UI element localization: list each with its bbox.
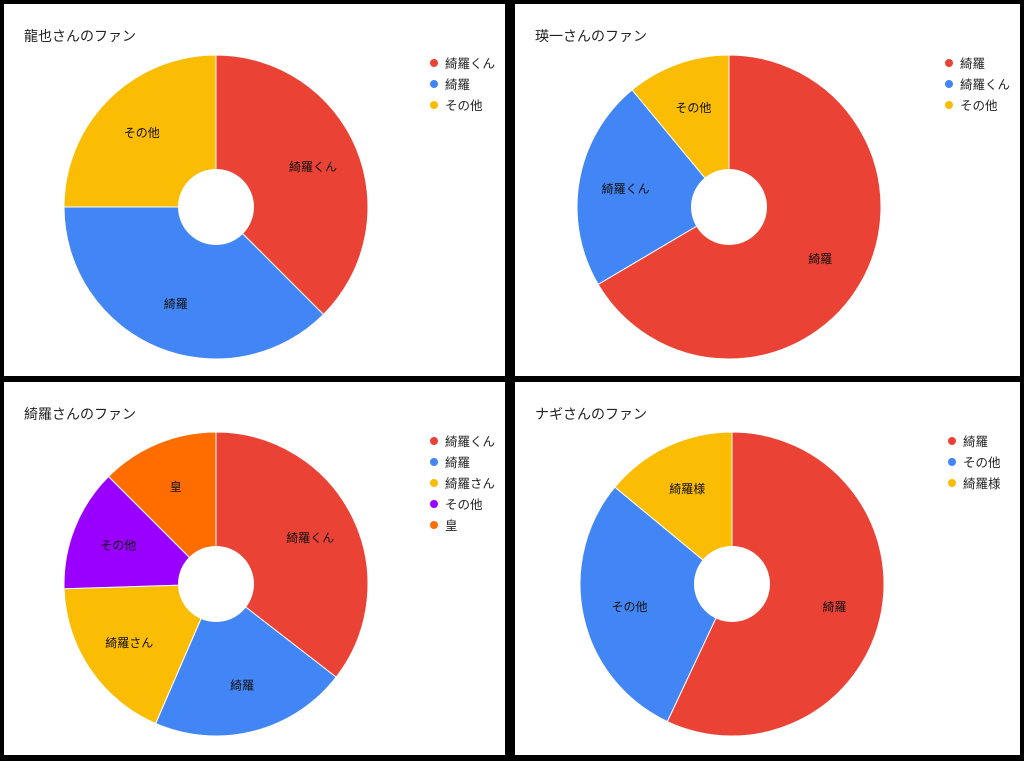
legend-swatch [430, 478, 438, 487]
pie-slice [631, 54, 730, 209]
legend-swatch [945, 79, 953, 88]
legend-swatch [948, 457, 956, 466]
legend-swatch [430, 79, 438, 88]
legend-swatch [945, 100, 953, 109]
legend-label: 綺羅くん [445, 434, 496, 449]
slice-label: 綺羅 [164, 296, 188, 311]
legend-label: その他 [963, 455, 1001, 470]
legend-swatch [430, 100, 438, 109]
donut-hole [178, 546, 254, 622]
legend-item: 綺羅 [948, 430, 1001, 451]
legend-item: 皇 [430, 514, 495, 535]
chart-title: 綺羅さんのファン [24, 407, 136, 423]
slice-label: 綺羅様 [669, 481, 705, 496]
slice-label: その他 [124, 126, 160, 140]
donut-hole [694, 546, 770, 622]
slice-label: 綺羅 [822, 599, 846, 614]
legend-swatch [430, 58, 438, 67]
donut-hole [691, 169, 767, 245]
legend-label: 綺羅くん [445, 56, 496, 71]
legend-swatch [430, 499, 438, 508]
legend-item: 綺羅くん [430, 52, 495, 73]
legend-item: 綺羅 [430, 451, 495, 472]
legend-item: 綺羅様 [948, 472, 1001, 493]
pie-chart: 綺羅 その他 綺羅様 [579, 431, 885, 737]
legend-label: 綺羅 [445, 77, 471, 92]
chart-title: 瑛一さんのファン [535, 29, 647, 45]
pie-slice [579, 486, 733, 723]
chart-panel-4: ナギさんのファン 綺羅 その他 綺羅様 綺羅 その他 綺羅様 [515, 382, 1020, 755]
legend-swatch [430, 457, 438, 466]
slice-label: 綺羅くん [289, 159, 337, 174]
legend-label: 綺羅さん [445, 476, 496, 491]
pie-slice [63, 583, 217, 725]
legend: 綺羅 綺羅くん その他 [945, 52, 1010, 115]
pie-slice [215, 54, 369, 316]
legend-label: 綺羅 [960, 56, 986, 71]
chart-panel-3: 綺羅さんのファン 綺羅くん 綺羅 綺羅さん その他皇 綺羅くん 綺羅 綺羅さん その他皇 [4, 382, 505, 755]
slice-label: 綺羅さん [105, 635, 153, 650]
pie-slice [63, 475, 218, 590]
legend: 綺羅くん綺羅綺羅さんその他皇 [430, 430, 495, 535]
slice-label: 皇 [170, 480, 182, 494]
legend-item: その他 [430, 493, 495, 514]
pie-slice [666, 431, 885, 737]
slice-label: その他 [675, 101, 711, 115]
chart-title: ナギさんのファン [535, 407, 647, 423]
legend-swatch [430, 436, 438, 445]
legend-item: その他 [948, 451, 1001, 472]
pie-chart: 綺羅 綺羅くん その他 [576, 54, 882, 360]
legend-swatch [945, 58, 953, 67]
pie-slice [614, 431, 733, 586]
legend-item: 綺羅さん [430, 472, 495, 493]
legend-item: 綺羅くん [945, 73, 1010, 94]
legend-swatch [948, 436, 956, 445]
chart-panel-2: 瑛一さんのファン 綺羅 綺羅くん その他 綺羅 綺羅くん その他 [515, 4, 1020, 376]
legend-label: 皇 [445, 518, 458, 533]
slice-label: 綺羅くん [602, 181, 650, 196]
legend-label: その他 [445, 98, 483, 113]
slice-label: その他 [100, 538, 136, 552]
pie-slice [63, 206, 325, 360]
legend-item: その他 [430, 94, 495, 115]
legend-item: 綺羅 [945, 52, 1010, 73]
pie-slice [107, 431, 217, 586]
pie-slice [576, 89, 730, 286]
pie-slice [215, 431, 369, 678]
slice-label: 綺羅 [230, 678, 254, 693]
legend: 綺羅 その他 綺羅様 [948, 430, 1001, 493]
legend: 綺羅くん 綺羅 その他 [430, 52, 495, 115]
legend-item: 綺羅くん [430, 430, 495, 451]
pie-slice [63, 54, 217, 208]
legend-item: 綺羅 [430, 73, 495, 94]
legend-label: その他 [445, 497, 483, 512]
legend-label: 綺羅 [445, 455, 471, 470]
slice-label: 綺羅 [808, 251, 832, 266]
legend-item: その他 [945, 94, 1010, 115]
chart-title: 龍也さんのファン [24, 29, 136, 45]
legend-label: 綺羅様 [963, 476, 1001, 491]
legend-label: その他 [960, 98, 998, 113]
legend-swatch [948, 478, 956, 487]
legend-swatch [430, 520, 438, 529]
legend-label: 綺羅くん [960, 77, 1011, 92]
slice-label: その他 [611, 600, 647, 614]
slice-label: 綺羅くん [286, 530, 334, 545]
donut-hole [178, 169, 254, 245]
chart-panel-1: 龍也さんのファン 綺羅くん 綺羅 その他 綺羅くん 綺羅 その他 [4, 4, 505, 376]
pie-slice [154, 583, 337, 737]
legend-label: 綺羅 [963, 434, 989, 449]
